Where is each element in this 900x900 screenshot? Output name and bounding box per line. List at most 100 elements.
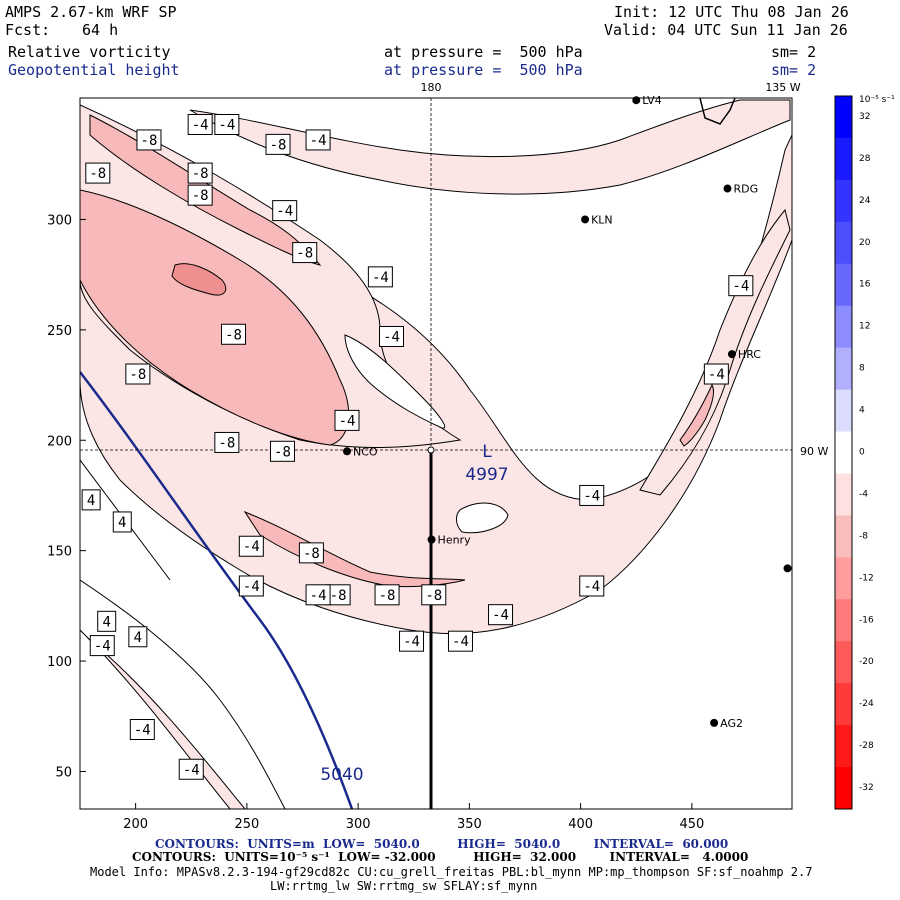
station-dot xyxy=(581,215,590,224)
forecast-label: Fcst: xyxy=(5,21,51,39)
init-time: Init: 12 UTC Thu 08 Jan 26 xyxy=(614,3,849,21)
label-box xyxy=(136,129,162,151)
label-box xyxy=(374,584,400,606)
vorticity-labels: -4 -4-8 -8 -4-8 -8-8-4-8-4-4-8-8-4-8-8-4-4-4… xyxy=(81,113,754,780)
vorticity-contour-label: -8 xyxy=(136,129,162,151)
station-dot xyxy=(343,447,351,456)
field1-level: at pressure = 500 hPa xyxy=(384,43,583,61)
label-text: -4 xyxy=(583,488,600,504)
colorbar-segment xyxy=(835,389,852,433)
vorticity-contour-label: -8 xyxy=(221,323,247,345)
label-text: -4 xyxy=(243,579,260,595)
vorticity-contour-label: 4 xyxy=(128,626,148,648)
label-box xyxy=(81,489,101,511)
label-box xyxy=(187,113,213,135)
label-box xyxy=(214,431,240,453)
label-text: -4 xyxy=(218,117,235,133)
station: KLN xyxy=(581,213,613,226)
label-text: 4 xyxy=(134,630,142,646)
vorticity-contour-label: -4 xyxy=(305,129,331,151)
label-text: -4 xyxy=(243,539,260,555)
vorticity-contour-label: -4 xyxy=(238,535,264,557)
vorticity-contour-label: -4 xyxy=(334,409,360,431)
label-text: 4 xyxy=(102,614,110,630)
colorbar-segment xyxy=(835,599,852,642)
label-box xyxy=(488,604,514,626)
colorbar-segment xyxy=(835,179,852,223)
station-dot xyxy=(427,535,436,544)
forecast-hours: 64 h xyxy=(82,21,119,39)
colorbar-segment xyxy=(835,137,852,181)
colorbar-label: 32 xyxy=(859,112,870,122)
label-text: -8 xyxy=(89,166,106,182)
colorbar-label: -12 xyxy=(859,573,874,583)
label-text: -4 xyxy=(708,367,725,383)
label-box xyxy=(579,484,605,506)
label-box xyxy=(112,511,132,533)
footer-model-info-2: LW:rrtmg_lw SW:rrtmg_sw SFLAY:sf_mynn xyxy=(270,879,538,893)
label-box xyxy=(89,635,115,657)
vorticity-contour-label: -4 xyxy=(703,363,729,385)
colorbar-label: -16 xyxy=(859,615,874,625)
colorbar-label: 28 xyxy=(859,154,871,164)
label-text: -4 xyxy=(452,634,469,650)
label-box xyxy=(579,575,605,597)
label-box xyxy=(728,275,754,297)
station: LV4 xyxy=(632,94,662,107)
vorticity-contour-label: -4 xyxy=(178,758,204,780)
vort-pos-band-2 xyxy=(80,579,286,809)
colorbar-unit: 10⁻⁵ s⁻¹ xyxy=(859,95,895,105)
label-text: -4 xyxy=(339,413,356,429)
vorticity-contour-label: -4 xyxy=(367,266,393,288)
station-label: RDG xyxy=(733,183,758,196)
colorbar-label: -32 xyxy=(859,783,874,793)
colorbar-segment xyxy=(835,515,852,558)
label-text: -8 xyxy=(330,588,347,604)
y-tick-label: 250 xyxy=(47,324,72,339)
label-box xyxy=(334,409,360,431)
y-tick-label: 100 xyxy=(47,655,72,670)
label-text: -4 xyxy=(403,634,420,650)
coastline xyxy=(699,98,736,125)
colorbar-label: 16 xyxy=(859,280,871,290)
vorticity-contour-label: 4 xyxy=(112,511,132,533)
vorticity-contour-label: 4 xyxy=(81,489,101,511)
vorticity-contour-label: -8 xyxy=(187,184,213,206)
lon-label-135w: 135 W xyxy=(765,81,800,94)
station-label: KLN xyxy=(591,213,613,226)
y-tick-label: 50 xyxy=(55,765,72,780)
colorbar: 32 28 24 20 16 12 8 4 0 -4 -8 -12 -16 -20 -24 -28 -32 xyxy=(834,95,874,810)
station xyxy=(783,564,792,573)
label-text: -4 xyxy=(583,579,600,595)
field2-level: at pressure = 500 hPa xyxy=(384,61,583,79)
vort-fill-neg8-east xyxy=(679,383,715,447)
station-dot xyxy=(632,96,641,105)
label-text: -8 xyxy=(225,327,242,343)
lon-label-180: 180 xyxy=(421,81,442,94)
vorticity-contour-label: -4 xyxy=(238,575,264,597)
field1-name: Relative vorticity xyxy=(8,43,171,61)
vorticity-contour-label: -8 xyxy=(298,542,324,564)
colorbar-label: 24 xyxy=(859,196,871,206)
vorticity-contour-label: -8 xyxy=(187,162,213,184)
footer-vorticity-contours: CONTOURS: UNITS=10⁻⁵ s⁻¹ LOW= -32.000 HI… xyxy=(132,850,749,864)
vorticity-contour-label: -4 xyxy=(728,275,754,297)
vorticity-contour-label: -4 xyxy=(579,575,605,597)
field1-smoothing: sm= 2 xyxy=(771,43,817,61)
label-box xyxy=(272,200,298,222)
station-label: AG2 xyxy=(720,717,743,730)
colorbar-label: 0 xyxy=(859,448,865,458)
map-frame xyxy=(79,97,793,810)
vort-pos-band-1 xyxy=(80,629,246,809)
label-box xyxy=(97,610,117,632)
vorticity-contour-label: -4 xyxy=(447,630,473,652)
label-text: -8 xyxy=(270,137,287,153)
field2-name: Geopotential height xyxy=(8,61,180,79)
colorbar-label: -28 xyxy=(859,741,874,751)
station-label: Henry xyxy=(438,534,472,547)
label-box xyxy=(129,719,155,741)
y-tick-label: 300 xyxy=(47,213,72,228)
label-text: -8 xyxy=(141,133,158,149)
vort-fill-neg12 xyxy=(171,263,227,296)
